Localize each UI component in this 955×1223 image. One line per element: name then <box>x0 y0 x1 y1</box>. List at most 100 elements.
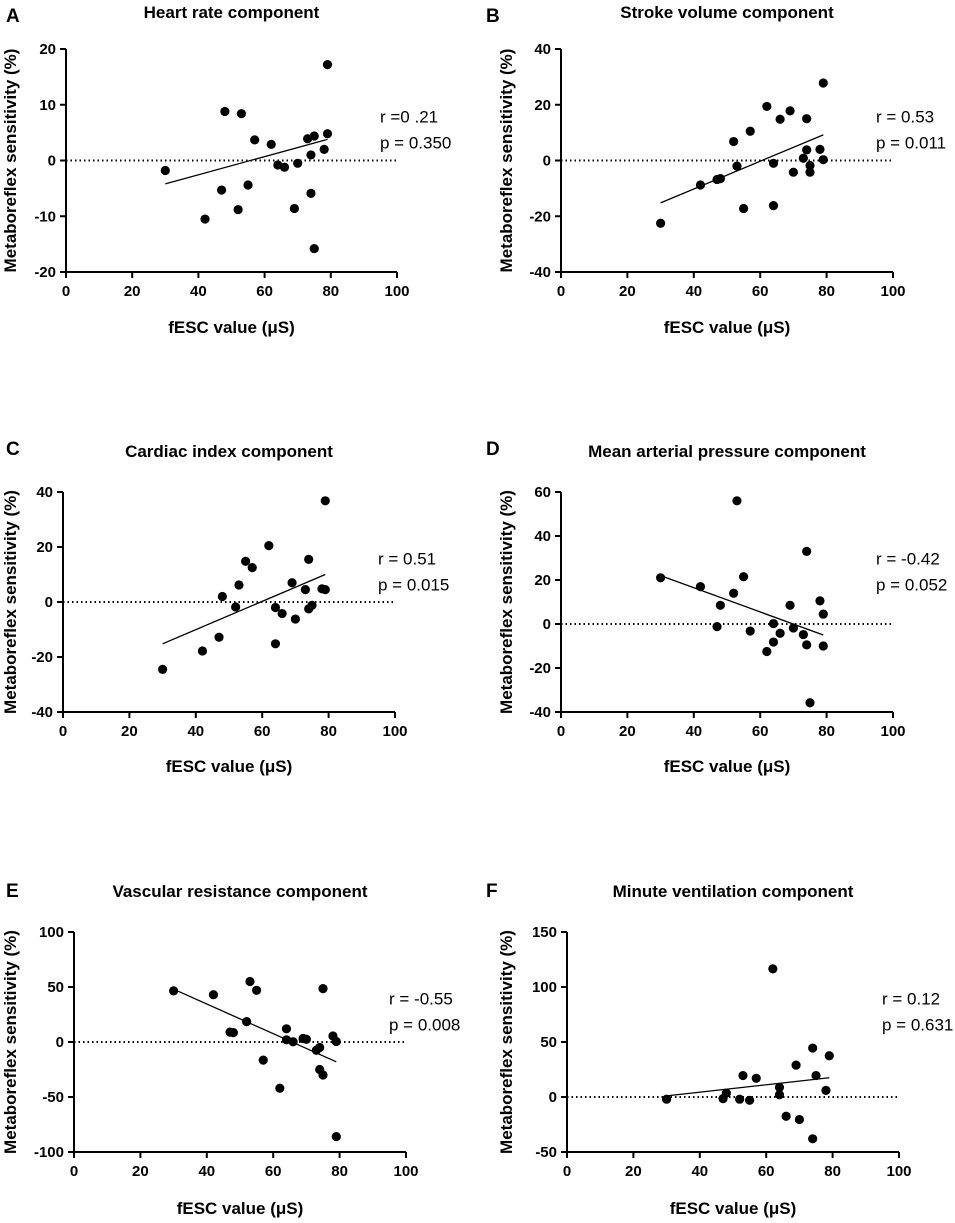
data-point <box>745 1095 755 1105</box>
y-tick-label: 40 <box>36 484 53 501</box>
x-axis-label: fESC value (μS) <box>166 757 293 776</box>
x-tick-label: 0 <box>59 723 67 740</box>
data-point <box>798 629 808 640</box>
x-tick-label: 100 <box>384 283 409 300</box>
data-point <box>802 546 812 557</box>
x-tick-label: 80 <box>824 1163 841 1180</box>
y-tick-label: 20 <box>36 539 53 556</box>
data-point <box>216 185 227 195</box>
x-tick-label: 40 <box>691 1163 708 1180</box>
data-point <box>200 214 210 224</box>
x-tick-label: 100 <box>880 283 905 300</box>
data-point <box>762 646 772 657</box>
data-point <box>729 136 739 147</box>
data-point <box>738 1070 748 1081</box>
data-point <box>231 602 241 612</box>
data-point <box>788 623 799 633</box>
y-tick-label: 0 <box>549 1089 557 1106</box>
data-point <box>721 1088 731 1098</box>
y-tick-label: 0 <box>543 153 551 170</box>
x-tick-label: 0 <box>557 723 565 740</box>
data-point <box>331 1036 341 1047</box>
panel-letter: D <box>486 439 500 460</box>
x-tick-label: 100 <box>886 1163 911 1180</box>
data-point <box>805 698 815 708</box>
correlation-r: r = -0.55 <box>389 990 453 1009</box>
data-point <box>751 1073 761 1083</box>
panel-letter: C <box>6 439 20 460</box>
data-point <box>304 554 314 564</box>
data-point <box>739 572 749 582</box>
data-point <box>320 585 330 595</box>
y-axis-label: Metaboreflex sensitivity (%) <box>1 490 20 714</box>
correlation-r: r = 0.12 <box>882 990 940 1009</box>
data-point <box>245 976 255 987</box>
panel-f: F Minute ventilation component 0 20 40 60 80 10… <box>486 881 953 1218</box>
y-tick-label: 50 <box>540 1034 557 1051</box>
panel-letter: F <box>486 881 498 902</box>
data-point <box>815 144 825 154</box>
x-axis-label: fESC value (μS) <box>177 1199 304 1218</box>
data-point <box>745 126 755 136</box>
regression-line <box>173 988 337 1063</box>
data-point <box>301 1034 311 1044</box>
y-tick-label: -20 <box>529 208 551 225</box>
data-point <box>824 1051 834 1061</box>
chart-title: Vascular resistance component <box>112 882 367 901</box>
data-point <box>217 591 227 602</box>
data-point <box>656 573 666 583</box>
x-tick-label: 60 <box>752 723 769 740</box>
data-point <box>729 588 739 598</box>
data-point <box>785 106 795 116</box>
data-point <box>818 609 828 619</box>
data-point <box>293 158 303 168</box>
x-axis-label: fESC value (μS) <box>664 757 791 776</box>
regression-line <box>666 1077 830 1097</box>
y-tick-label: 20 <box>534 97 551 114</box>
chart-title: Stroke volume component <box>620 3 834 22</box>
data-point <box>319 144 329 154</box>
data-point <box>818 155 828 165</box>
x-tick-label: 0 <box>557 283 565 300</box>
p-value: p = 0.011 <box>876 134 946 153</box>
data-point <box>715 600 725 610</box>
data-point <box>242 1017 252 1027</box>
y-tick-label: 0 <box>543 616 551 633</box>
x-axis-label: fESC value (μS) <box>168 318 295 337</box>
data-point <box>735 1094 745 1104</box>
data-point <box>250 135 260 145</box>
x-tick-label: 0 <box>70 1163 78 1180</box>
regression-line <box>660 574 824 636</box>
x-tick-label: 40 <box>190 283 207 300</box>
data-point <box>234 580 244 590</box>
data-point <box>821 1085 831 1095</box>
x-tick-label: 40 <box>198 1163 215 1180</box>
data-point <box>252 985 262 995</box>
y-tick-label: 40 <box>534 528 551 545</box>
data-point <box>279 162 290 172</box>
data-point <box>277 608 287 619</box>
data-point <box>695 582 706 592</box>
x-tick-label: 20 <box>619 723 636 740</box>
data-point <box>289 203 299 214</box>
data-point <box>802 640 812 650</box>
data-point <box>805 160 815 171</box>
x-tick-label: 20 <box>124 283 141 300</box>
y-tick-label: 0 <box>56 1034 64 1051</box>
x-axis-label: fESC value (μS) <box>670 1199 797 1218</box>
data-point <box>288 1037 298 1047</box>
data-point <box>270 602 281 613</box>
y-axis-label: Metaboreflex sensitivity (%) <box>497 930 516 1154</box>
data-point <box>781 1111 791 1121</box>
data-point <box>774 1082 785 1092</box>
y-tick-label: 0 <box>48 153 56 170</box>
panel-c: C Cardiac index component 0 20 40 60 80 100 -40 -… <box>1 439 449 776</box>
data-point <box>768 201 779 211</box>
y-axis-label: Metaboreflex sensitivity (%) <box>1 49 20 273</box>
x-tick-label: 80 <box>320 723 337 740</box>
y-tick-label: 0 <box>45 594 53 611</box>
p-value: p = 0.350 <box>380 134 451 153</box>
y-tick-label: -40 <box>529 264 551 281</box>
data-point <box>808 1134 818 1144</box>
